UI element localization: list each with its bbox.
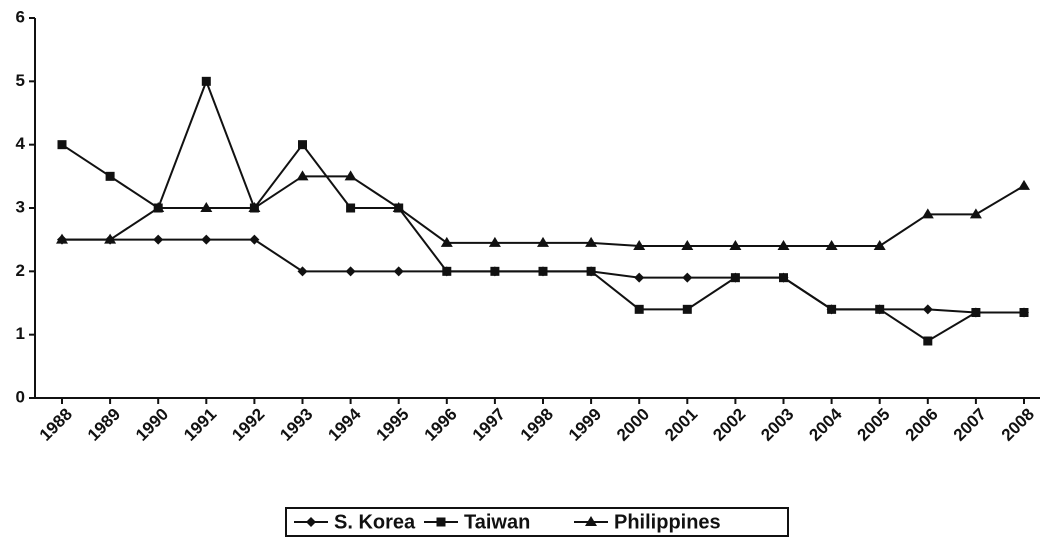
- point: [436, 517, 446, 527]
- point: [921, 208, 934, 219]
- point: [969, 208, 982, 219]
- point: [825, 240, 838, 250]
- x-tick-label: 2006: [902, 405, 942, 445]
- x-tick-label: 2002: [709, 405, 749, 445]
- point: [346, 203, 356, 213]
- x-tick-label: 2007: [950, 405, 990, 445]
- x-tick-label: 1996: [421, 405, 461, 445]
- x-tick-label: 1995: [373, 405, 413, 445]
- x-tick-label: 1988: [36, 405, 76, 445]
- y-tick-label: 2: [16, 261, 25, 280]
- point: [105, 171, 115, 181]
- x-tick-label: 1989: [84, 405, 124, 445]
- point: [249, 234, 260, 245]
- point: [827, 304, 837, 314]
- x-tick-label: 2004: [805, 404, 846, 445]
- point: [298, 140, 307, 150]
- legend-label: Taiwan: [464, 511, 530, 533]
- point: [873, 240, 886, 250]
- point: [586, 266, 596, 276]
- point: [729, 240, 742, 250]
- point: [201, 234, 212, 245]
- point: [442, 266, 452, 276]
- x-tick-label: 1991: [180, 405, 220, 445]
- x-tick-label: 1998: [517, 405, 557, 445]
- x-tick-label: 2008: [998, 405, 1038, 445]
- point: [344, 170, 357, 181]
- y-tick-label: 0: [16, 387, 25, 406]
- point: [585, 236, 598, 247]
- y-tick-label: 1: [16, 324, 25, 343]
- point: [1018, 179, 1030, 190]
- point: [538, 266, 548, 276]
- x-tick-label: 1993: [276, 405, 316, 445]
- point: [201, 76, 211, 86]
- legend-label: Philippines: [614, 511, 721, 533]
- point: [306, 517, 316, 527]
- x-tick-label: 2001: [661, 405, 701, 445]
- point: [56, 233, 68, 244]
- point: [681, 240, 694, 250]
- y-tick-label: 5: [16, 71, 25, 90]
- point: [248, 202, 261, 212]
- point: [682, 304, 692, 314]
- point: [490, 266, 500, 276]
- point: [345, 266, 356, 277]
- point: [440, 236, 453, 247]
- point: [393, 266, 404, 277]
- point: [634, 272, 645, 283]
- x-tick-label: 2003: [757, 405, 797, 445]
- point: [1019, 308, 1029, 317]
- x-tick-label: 1992: [228, 405, 268, 445]
- point: [922, 304, 933, 315]
- point: [682, 272, 693, 283]
- point: [200, 202, 213, 212]
- point: [57, 140, 67, 150]
- point: [104, 233, 117, 244]
- x-tick-label: 1990: [132, 405, 172, 445]
- point: [296, 170, 309, 181]
- x-tick-label: 1999: [565, 405, 605, 445]
- point: [633, 240, 646, 250]
- x-tick-label: 1997: [469, 405, 509, 445]
- point: [585, 516, 597, 526]
- x-tick-label: 2005: [854, 405, 894, 445]
- y-tick-label: 3: [16, 197, 25, 216]
- point: [488, 236, 501, 247]
- point: [297, 266, 308, 277]
- point: [152, 202, 165, 212]
- y-tick-label: 4: [16, 134, 26, 153]
- point: [777, 240, 790, 250]
- y-tick-label: 6: [16, 7, 25, 26]
- x-tick-label: 1994: [324, 404, 365, 445]
- point: [634, 304, 644, 314]
- point: [875, 304, 885, 314]
- point: [153, 234, 164, 245]
- point: [392, 202, 405, 212]
- legend-box: [285, 507, 789, 537]
- point: [779, 273, 788, 283]
- point: [923, 336, 933, 346]
- point: [730, 273, 740, 283]
- point: [971, 308, 981, 317]
- point: [537, 236, 549, 247]
- x-tick-label: 2000: [613, 405, 653, 445]
- legend-label: S. Korea: [334, 511, 416, 533]
